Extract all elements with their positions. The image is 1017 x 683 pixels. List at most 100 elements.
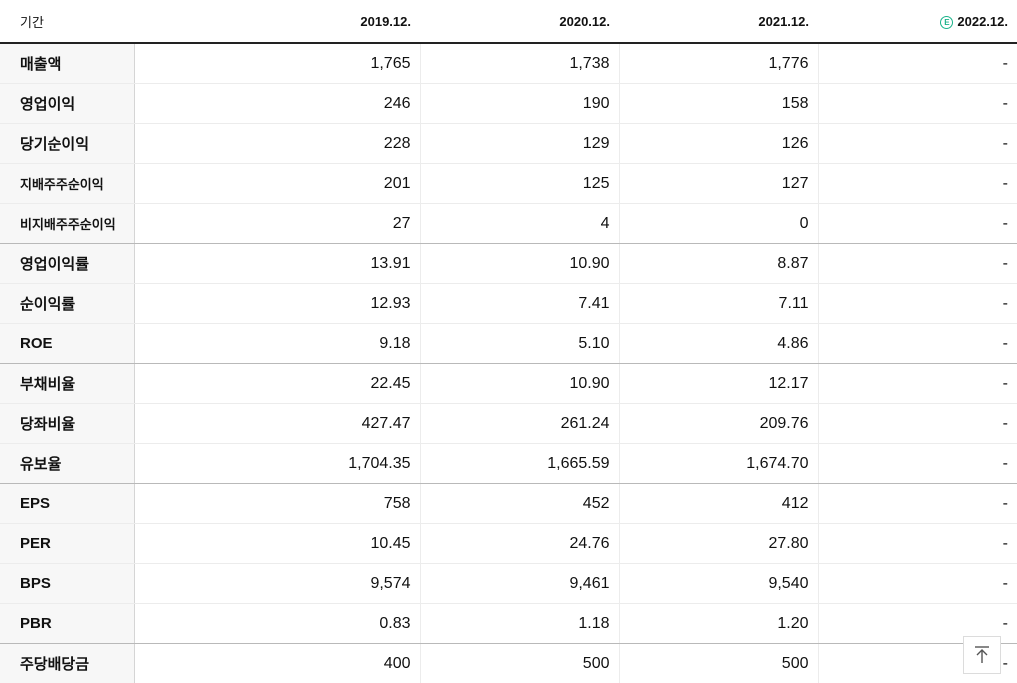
table-cell: 1,674.70 <box>618 443 818 484</box>
table-cell: 9,540 <box>618 563 818 604</box>
table-cell: 10.45 <box>133 523 420 564</box>
table-row: 비지배주주순이익 27 4 0 - <box>0 203 1017 244</box>
table-cell: 400 <box>133 643 420 683</box>
table-cell: 27.80 <box>618 523 818 564</box>
year-header-2019: 2019.12. <box>134 0 420 44</box>
table-row: PBR 0.83 1.18 1.20 - <box>0 603 1017 644</box>
table-cell: - <box>817 43 1017 84</box>
row-label: 영업이익률 <box>0 243 135 284</box>
table-body: 매출액 1,765 1,738 1,776 - 영업이익 246 190 158… <box>0 43 1017 683</box>
table-row: 유보율 1,704.35 1,665.59 1,674.70 - <box>0 443 1017 484</box>
table-cell: 427.47 <box>133 403 420 444</box>
table-cell: - <box>817 563 1017 604</box>
table-row: EPS 758 452 412 - <box>0 483 1017 524</box>
table-row: 영업이익률 13.91 10.90 8.87 - <box>0 243 1017 284</box>
row-label: 당기순이익 <box>0 123 135 164</box>
row-label: 영업이익 <box>0 83 135 124</box>
table-cell: - <box>817 83 1017 124</box>
table-row: 당기순이익 228 129 126 - <box>0 123 1017 164</box>
year-header-2021: 2021.12. <box>619 0 818 44</box>
table-cell: 7.41 <box>419 283 619 324</box>
table-cell: 1,765 <box>133 43 420 84</box>
table-cell: 201 <box>133 163 420 204</box>
table-row: PER 10.45 24.76 27.80 - <box>0 523 1017 564</box>
table-cell: 9,574 <box>133 563 420 604</box>
table-cell: 246 <box>133 83 420 124</box>
row-label: 비지배주주순이익 <box>0 203 135 244</box>
table-cell: - <box>817 323 1017 364</box>
table-cell: 127 <box>618 163 818 204</box>
table-cell: 0 <box>618 203 818 244</box>
row-label: 주당배당금 <box>0 643 135 683</box>
table-cell: - <box>817 203 1017 244</box>
table-cell: 1,776 <box>618 43 818 84</box>
table-cell: - <box>817 363 1017 404</box>
table-cell: 12.17 <box>618 363 818 404</box>
year-header-2022-label: 2022.12. <box>957 13 1008 29</box>
table-cell: 125 <box>419 163 619 204</box>
table-cell: 190 <box>419 83 619 124</box>
row-label: ROE <box>0 323 135 364</box>
table-cell: - <box>817 483 1017 524</box>
table-cell: 158 <box>618 83 818 124</box>
table-cell: 10.90 <box>419 363 619 404</box>
table-cell: 27 <box>133 203 420 244</box>
table-cell: 129 <box>419 123 619 164</box>
table-cell: 12.93 <box>133 283 420 324</box>
row-label: 부채비율 <box>0 363 135 404</box>
table-cell: - <box>817 243 1017 284</box>
table-cell: 500 <box>419 643 619 683</box>
table-cell: 22.45 <box>133 363 420 404</box>
table-cell: 9,461 <box>419 563 619 604</box>
table-row: 영업이익 246 190 158 - <box>0 83 1017 124</box>
table-cell: 1,704.35 <box>133 443 420 484</box>
table-cell: - <box>817 523 1017 564</box>
row-label: EPS <box>0 483 135 524</box>
table-cell: - <box>817 283 1017 324</box>
table-row: 당좌비율 427.47 261.24 209.76 - <box>0 403 1017 444</box>
table-cell: 4 <box>419 203 619 244</box>
table-row: 순이익률 12.93 7.41 7.11 - <box>0 283 1017 324</box>
table-cell: 452 <box>419 483 619 524</box>
table-row: 주당배당금 400 500 500 - <box>0 643 1017 683</box>
row-label: PER <box>0 523 135 564</box>
table-cell: 8.87 <box>618 243 818 284</box>
row-label: 당좌비율 <box>0 403 135 444</box>
year-header-2020: 2020.12. <box>420 0 619 44</box>
table-cell: 5.10 <box>419 323 619 364</box>
table-cell: 0.83 <box>133 603 420 644</box>
table-cell: - <box>817 443 1017 484</box>
row-label: PBR <box>0 603 135 644</box>
table-cell: 228 <box>133 123 420 164</box>
table-cell: 126 <box>618 123 818 164</box>
table-cell: 758 <box>133 483 420 524</box>
table-cell: 24.76 <box>419 523 619 564</box>
table-cell: 209.76 <box>618 403 818 444</box>
row-label: 순이익률 <box>0 283 135 324</box>
period-header: 기간 <box>0 0 134 44</box>
row-label: 지배주주순이익 <box>0 163 135 204</box>
table-cell: 1,738 <box>419 43 619 84</box>
table-cell: 13.91 <box>133 243 420 284</box>
table-cell: 4.86 <box>618 323 818 364</box>
table-cell: - <box>817 403 1017 444</box>
row-label: 유보율 <box>0 443 135 484</box>
table-cell: 1,665.59 <box>419 443 619 484</box>
row-label: BPS <box>0 563 135 604</box>
table-cell: 261.24 <box>419 403 619 444</box>
scroll-to-top-button[interactable] <box>963 636 1001 674</box>
table-cell: 9.18 <box>133 323 420 364</box>
header-row: 기간 2019.12. 2020.12. 2021.12. E 2022.12. <box>0 0 1017 44</box>
table-cell: 1.18 <box>419 603 619 644</box>
table-row: 지배주주순이익 201 125 127 - <box>0 163 1017 204</box>
estimate-e-icon: E <box>940 15 954 29</box>
table-cell: 10.90 <box>419 243 619 284</box>
table-cell: 412 <box>618 483 818 524</box>
row-label: 매출액 <box>0 43 135 84</box>
arrow-up-to-top-icon <box>975 646 989 663</box>
table-row: BPS 9,574 9,461 9,540 - <box>0 563 1017 604</box>
table-cell: - <box>817 163 1017 204</box>
table-cell: - <box>817 123 1017 164</box>
year-header-2022-estimate: E 2022.12. <box>818 0 1017 44</box>
